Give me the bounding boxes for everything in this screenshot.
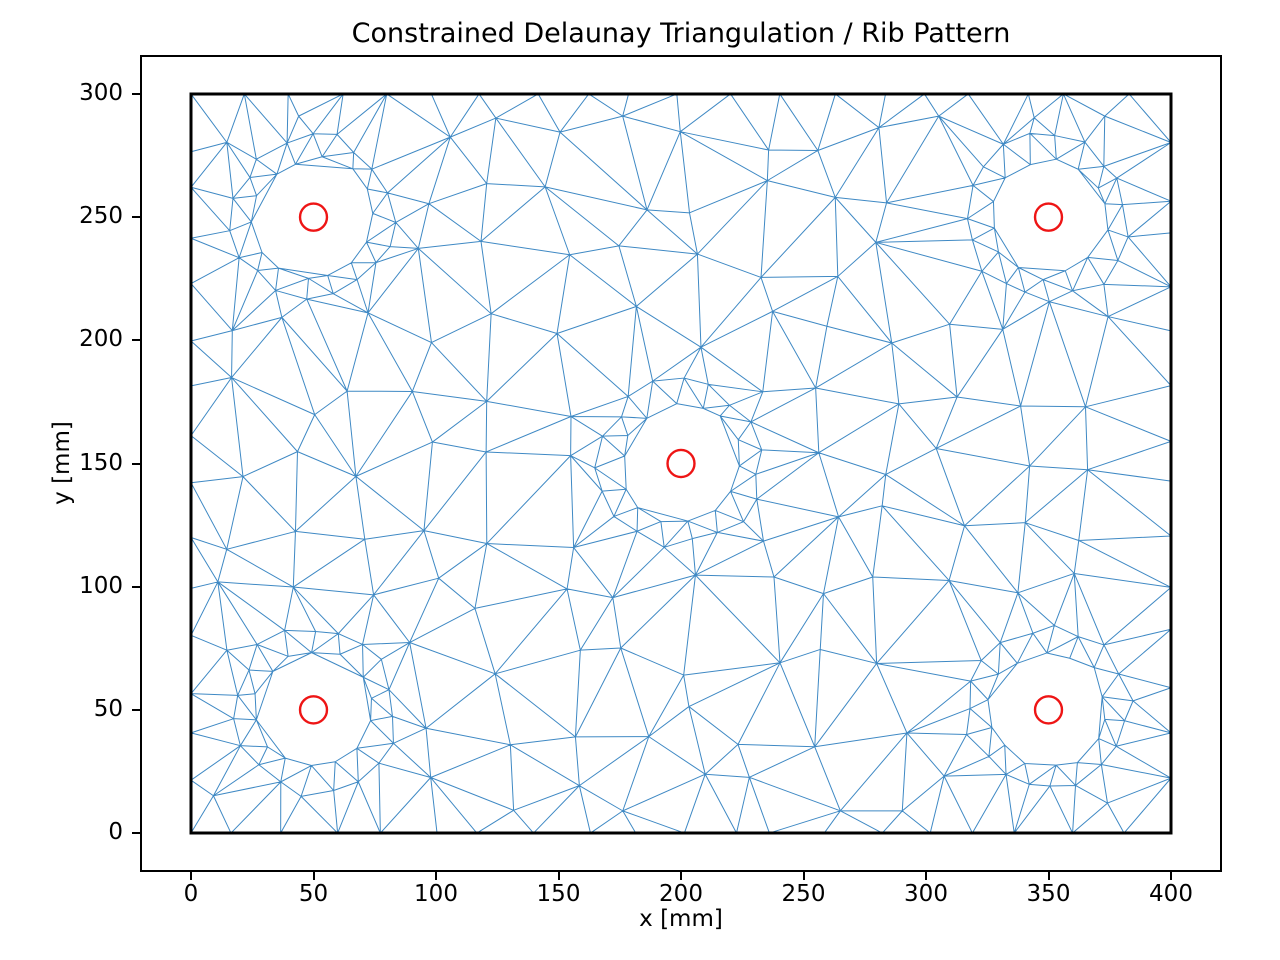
y-tick-label: 200 — [79, 326, 123, 353]
x-tick-label: 100 — [414, 881, 458, 907]
y-tick-label: 250 — [79, 203, 123, 230]
y-tick-label: 150 — [79, 449, 123, 476]
y-axis-label: y [mm] — [49, 421, 75, 505]
rib-hole-circle — [300, 696, 327, 723]
rib-hole-circle — [300, 204, 327, 231]
y-tick-label: 0 — [108, 819, 123, 846]
y-tick-mark — [132, 585, 140, 588]
x-tick-label: 350 — [1026, 881, 1071, 907]
rib-hole-markers — [300, 204, 1062, 724]
x-tick-label: 150 — [536, 881, 581, 907]
x-tick-mark — [1047, 872, 1050, 880]
y-tick-label: 50 — [93, 695, 123, 722]
x-tick-mark — [1170, 872, 1172, 880]
mesh-plot — [142, 57, 1220, 870]
y-tick-mark — [132, 832, 140, 835]
x-tick-mark — [557, 872, 560, 880]
x-tick-mark — [312, 872, 315, 880]
x-axis-label: x [mm] — [639, 906, 723, 932]
x-tick-label: 250 — [781, 881, 826, 907]
domain-boundary-rect — [191, 94, 1171, 833]
rib-hole-circle — [1035, 204, 1062, 231]
x-tick-label: 200 — [659, 881, 703, 907]
x-tick-label: 50 — [298, 881, 329, 907]
x-tick-label: 300 — [904, 881, 948, 907]
y-tick-mark — [132, 216, 140, 219]
rib-hole-circle — [668, 450, 695, 477]
y-tick-label: 100 — [79, 572, 123, 599]
x-tick-mark — [680, 872, 682, 880]
y-tick-label: 300 — [79, 79, 123, 106]
x-tick-mark — [435, 872, 437, 880]
plot-title: Constrained Delaunay Triangulation / Rib… — [351, 18, 1011, 49]
x-tick-mark — [802, 872, 805, 880]
x-tick-mark — [925, 872, 927, 880]
x-tick-mark — [190, 872, 192, 880]
y-tick-mark — [132, 339, 140, 342]
x-tick-label: 400 — [1149, 881, 1193, 907]
y-tick-mark — [132, 92, 140, 95]
y-tick-mark — [132, 708, 140, 711]
y-tick-mark — [132, 462, 140, 465]
axes-area — [140, 55, 1222, 872]
triangulation-mesh — [191, 94, 1171, 833]
rib-hole-circle — [1035, 696, 1062, 723]
x-tick-label: 0 — [183, 881, 199, 907]
